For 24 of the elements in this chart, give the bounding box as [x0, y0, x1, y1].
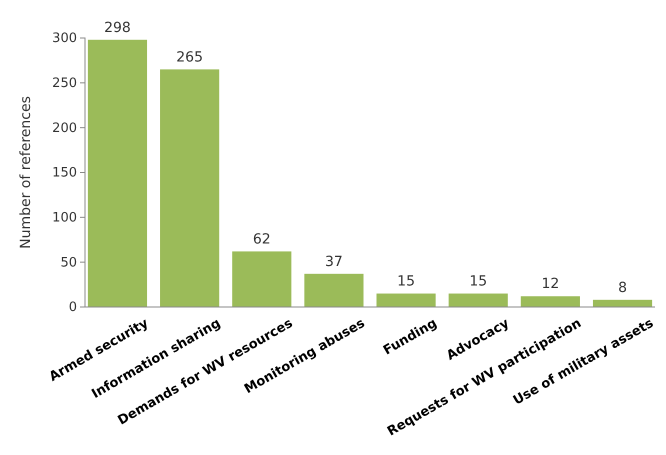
bar [376, 294, 436, 307]
data-label: 265 [176, 49, 203, 66]
y-tick-label: 100 [52, 210, 77, 226]
y-axis-title: Number of references [18, 96, 34, 249]
data-label: 15 [397, 274, 415, 290]
bar [88, 40, 148, 307]
data-label: 298 [104, 20, 131, 36]
data-label: 15 [469, 274, 488, 290]
y-tick-label: 0 [68, 300, 77, 316]
bar [304, 274, 364, 307]
y-tick-label: 250 [52, 76, 77, 91]
data-label: 8 [618, 280, 627, 296]
y-tick-label: 300 [52, 31, 77, 46]
bar [448, 294, 508, 307]
data-label: 62 [252, 231, 271, 248]
data-label: 37 [325, 254, 343, 270]
y-tick-label: 150 [52, 166, 77, 181]
bar [592, 300, 652, 307]
bar [160, 69, 220, 307]
data-label: 12 [541, 276, 560, 292]
y-tick-label: 50 [60, 255, 77, 270]
bar [520, 296, 580, 307]
y-tick-label: 200 [52, 120, 77, 136]
bar [232, 251, 292, 307]
